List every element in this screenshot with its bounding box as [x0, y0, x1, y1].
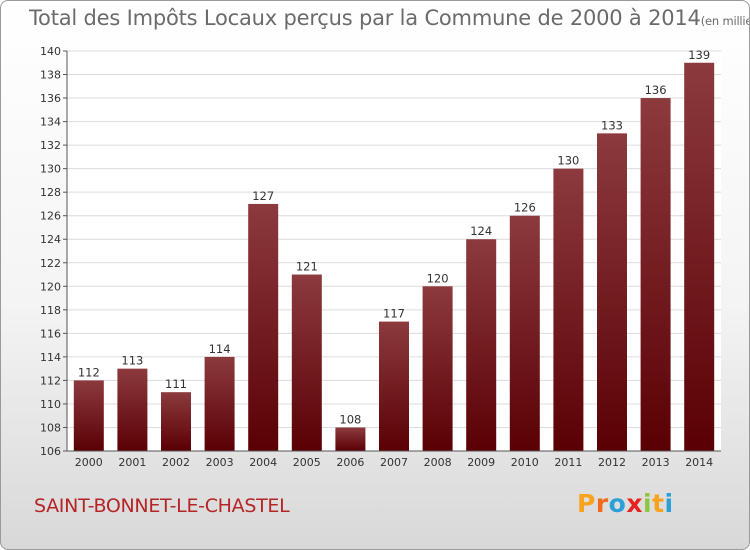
data-label: 121	[296, 260, 318, 274]
x-tick-label: 2012	[598, 456, 626, 469]
y-tick-label: 132	[40, 139, 61, 152]
y-tick-label: 108	[40, 421, 61, 434]
logo-letter: i	[664, 489, 674, 518]
y-tick-label: 124	[40, 233, 61, 246]
bar	[553, 168, 584, 451]
y-tick-label: 118	[40, 304, 61, 317]
data-label: 108	[339, 412, 361, 426]
data-label: 120	[427, 271, 449, 285]
bar	[204, 356, 235, 451]
chart-title-text: Total des Impôts Locaux perçus par la Co…	[29, 6, 701, 30]
y-tick-label: 138	[40, 69, 61, 82]
data-label: 130	[557, 154, 579, 168]
bar	[161, 392, 191, 451]
data-label: 117	[383, 307, 405, 321]
x-tick-label: 2006	[336, 456, 364, 469]
x-tick-label: 2004	[249, 456, 277, 469]
data-label: 112	[78, 365, 100, 379]
data-label: 127	[252, 189, 274, 203]
y-tick-label: 106	[40, 445, 61, 458]
data-label: 113	[121, 354, 143, 368]
x-tick-label: 2014	[685, 456, 713, 469]
logo-letter: t	[652, 489, 665, 518]
y-tick-label: 112	[40, 374, 61, 387]
y-tick-label: 130	[40, 163, 61, 176]
x-tick-label: 2013	[642, 456, 670, 469]
bar	[422, 286, 453, 451]
data-label: 124	[470, 224, 492, 238]
logo-letter: r	[595, 489, 609, 518]
logo-letter: P	[577, 489, 596, 518]
x-tick-label: 2007	[380, 456, 408, 469]
y-tick-label: 134	[40, 116, 61, 129]
y-tick-label: 140	[40, 45, 61, 58]
x-tick-label: 2011	[554, 456, 582, 469]
y-tick-label: 126	[40, 210, 61, 223]
x-tick-label: 2003	[206, 456, 234, 469]
axes	[66, 51, 721, 452]
bar	[335, 427, 366, 451]
bar	[466, 239, 497, 451]
logo-letter: x	[626, 489, 643, 518]
commune-name: SAINT-BONNET-LE-CHASTEL	[34, 495, 290, 517]
logo-letter: i	[643, 489, 653, 518]
data-label: 126	[514, 201, 536, 215]
x-tick-label: 2009	[467, 456, 495, 469]
chart-title: Total des Impôts Locaux perçus par la Co…	[29, 6, 749, 30]
y-tick-label: 136	[40, 92, 61, 105]
y-tick-label: 122	[40, 257, 61, 270]
data-label: 111	[165, 377, 187, 391]
bar	[117, 368, 148, 451]
bar	[248, 203, 279, 451]
x-tick-label: 2000	[75, 456, 103, 469]
proxiti-logo: Proxiti	[577, 489, 674, 518]
x-tick-label: 2008	[424, 456, 452, 469]
y-tick-label: 128	[40, 186, 61, 199]
data-label: 133	[601, 118, 623, 132]
y-tick-label: 114	[40, 351, 61, 364]
data-labels: 112 113 111 114 127 121 108 117 120 124 126 130 133 1…	[78, 48, 710, 427]
data-label: 114	[209, 342, 231, 356]
bar	[379, 321, 409, 451]
bar	[684, 62, 715, 451]
data-label: 139	[688, 48, 710, 62]
bar	[509, 215, 540, 451]
x-tick-label: 2005	[293, 456, 321, 469]
y-axis-ticks: 106 108 110 112 114 116 118 120 122 124 126 128 130 1…	[40, 45, 67, 458]
logo-letter: o	[608, 489, 627, 518]
x-tick-label: 2010	[511, 456, 539, 469]
bars	[73, 62, 715, 451]
chart-title-unit: (en milliers d'€)	[700, 14, 749, 28]
data-label: 136	[645, 83, 667, 97]
bar	[597, 133, 627, 451]
y-tick-label: 110	[40, 398, 61, 411]
bar	[640, 98, 671, 451]
bar	[73, 380, 104, 451]
y-tick-label: 116	[40, 327, 61, 340]
x-tick-label: 2001	[118, 456, 146, 469]
bar	[291, 274, 322, 451]
x-tick-label: 2002	[162, 456, 190, 469]
y-tick-label: 120	[40, 280, 61, 293]
x-axis-ticks: 2000 2001 2002 2003 2004 2005 2006 2007 2008 2009…	[75, 456, 713, 469]
